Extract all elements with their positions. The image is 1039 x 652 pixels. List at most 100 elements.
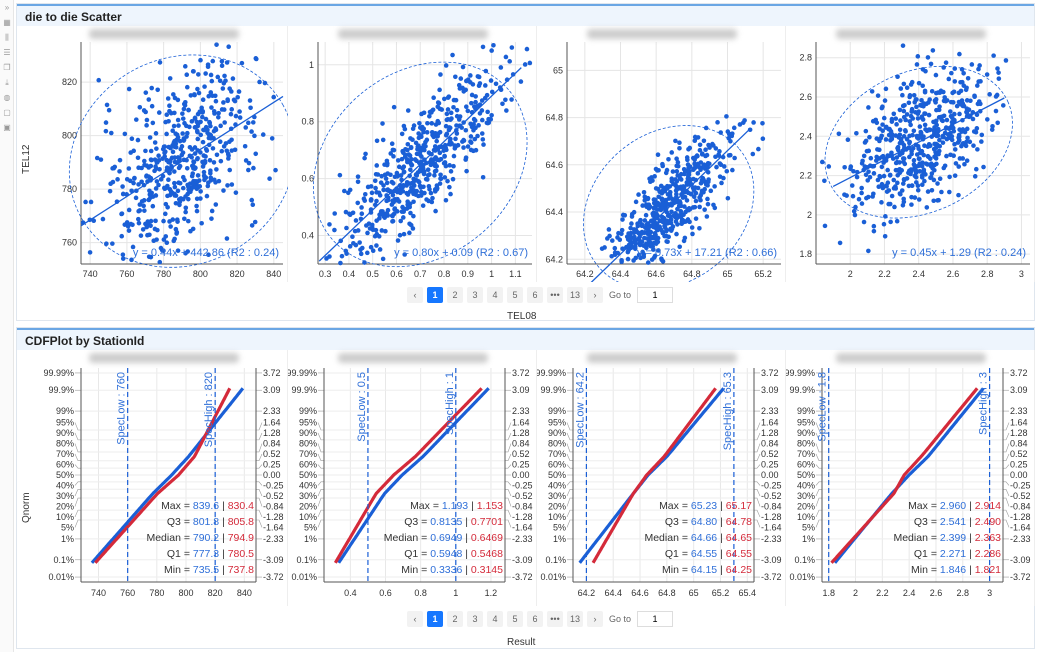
data-point	[417, 183, 423, 189]
data-point	[390, 192, 396, 198]
page-button[interactable]: 4	[487, 611, 503, 627]
data-point	[148, 218, 154, 224]
data-point	[210, 93, 215, 99]
grid-icon[interactable]: ▦	[3, 18, 11, 27]
page-button[interactable]: 5	[507, 611, 523, 627]
stat-separator: |	[966, 532, 975, 544]
data-point	[636, 252, 642, 258]
page-button[interactable]: 6	[527, 611, 543, 627]
data-point	[400, 149, 406, 154]
prev-page-button[interactable]: ‹	[407, 611, 423, 627]
next-page-button[interactable]: ›	[587, 611, 603, 627]
window-icon[interactable]: ▢	[3, 108, 11, 117]
data-point	[914, 104, 919, 110]
page-button[interactable]: 2	[447, 611, 463, 627]
image-icon[interactable]: ▣	[3, 123, 11, 132]
data-point	[889, 116, 895, 122]
data-point	[929, 188, 935, 193]
data-point	[183, 99, 188, 105]
data-point	[427, 114, 432, 119]
data-point	[442, 154, 447, 159]
data-point	[895, 74, 900, 80]
page-button[interactable]: 13	[567, 287, 583, 303]
globe-icon[interactable]: ◍	[3, 93, 11, 102]
data-point	[175, 248, 181, 253]
y-tick-label: 90%	[797, 428, 815, 438]
data-point	[194, 128, 200, 134]
data-point	[925, 55, 931, 60]
data-point	[698, 167, 703, 173]
next-page-button[interactable]: ›	[587, 287, 603, 303]
data-point	[640, 249, 645, 255]
data-point	[187, 124, 192, 130]
data-point	[182, 216, 187, 222]
page-button[interactable]: 3	[467, 287, 483, 303]
spec-high-label: SpecHigh : 1	[444, 372, 456, 435]
data-point	[937, 104, 942, 109]
data-point	[185, 182, 190, 188]
goto-page-input[interactable]	[637, 287, 674, 303]
data-point	[883, 125, 889, 130]
data-point	[489, 48, 494, 53]
data-point	[229, 107, 235, 112]
data-point	[622, 213, 628, 218]
data-point	[957, 51, 962, 57]
page-button[interactable]: 6	[527, 287, 543, 303]
data-point	[863, 128, 869, 134]
data-point	[972, 174, 978, 179]
data-point	[963, 87, 969, 93]
data-point	[154, 146, 159, 151]
page-button[interactable]: •••	[547, 611, 563, 627]
y2-tick-mark	[505, 481, 512, 486]
stat-value-blue: 0.8135	[430, 516, 462, 528]
data-point	[854, 130, 859, 136]
data-point	[863, 138, 869, 144]
download-icon[interactable]: ⤓	[5, 78, 9, 87]
page-button[interactable]: 1	[427, 611, 443, 627]
stat-value-blue: 0.3336	[430, 564, 462, 576]
data-point	[889, 193, 895, 199]
expand-icon[interactable]: »	[4, 3, 10, 12]
data-point	[868, 155, 874, 161]
data-point	[463, 127, 469, 133]
page-button[interactable]: 2	[447, 287, 463, 303]
data-point	[180, 150, 186, 155]
list-icon[interactable]: ☰	[3, 48, 11, 57]
y2-tick-label: -2.33	[512, 534, 533, 544]
data-point	[981, 164, 986, 170]
data-point	[188, 93, 194, 98]
data-point	[237, 115, 243, 120]
prev-page-button[interactable]: ‹	[407, 287, 423, 303]
data-point	[172, 184, 178, 190]
goto-page-input[interactable]	[637, 611, 674, 627]
data-point	[206, 252, 211, 258]
y-tick-mark	[566, 519, 573, 528]
page-button[interactable]: 5	[507, 287, 523, 303]
x-tick-label: 1	[489, 269, 494, 279]
copy-icon[interactable]: ❐	[3, 63, 11, 72]
x-tick-label: 2.2	[878, 269, 891, 279]
x-tick-label: 2.2	[876, 588, 889, 598]
data-point	[760, 120, 765, 126]
y-tick-label: 20%	[797, 501, 815, 511]
data-point	[663, 201, 669, 206]
columns-icon[interactable]: ⫼	[5, 33, 9, 42]
data-point	[408, 145, 414, 151]
page-button[interactable]: 3	[467, 611, 483, 627]
data-point	[140, 227, 146, 232]
data-point	[237, 109, 242, 114]
y2-tick-label: -3.72	[761, 572, 782, 582]
y-tick-label: 95%	[299, 418, 317, 428]
page-button[interactable]: 4	[487, 287, 503, 303]
y2-tick-label: 2.33	[263, 406, 281, 416]
x-tick-label: 0.5	[366, 269, 379, 279]
panel-title-blurred	[338, 29, 488, 39]
data-point	[933, 100, 938, 105]
data-point	[337, 172, 343, 178]
stat-value-blue: 64.66	[691, 532, 717, 544]
data-point	[862, 164, 868, 169]
page-button[interactable]: •••	[547, 287, 563, 303]
data-point	[144, 117, 150, 123]
page-button[interactable]: 1	[427, 287, 443, 303]
page-button[interactable]: 13	[567, 611, 583, 627]
